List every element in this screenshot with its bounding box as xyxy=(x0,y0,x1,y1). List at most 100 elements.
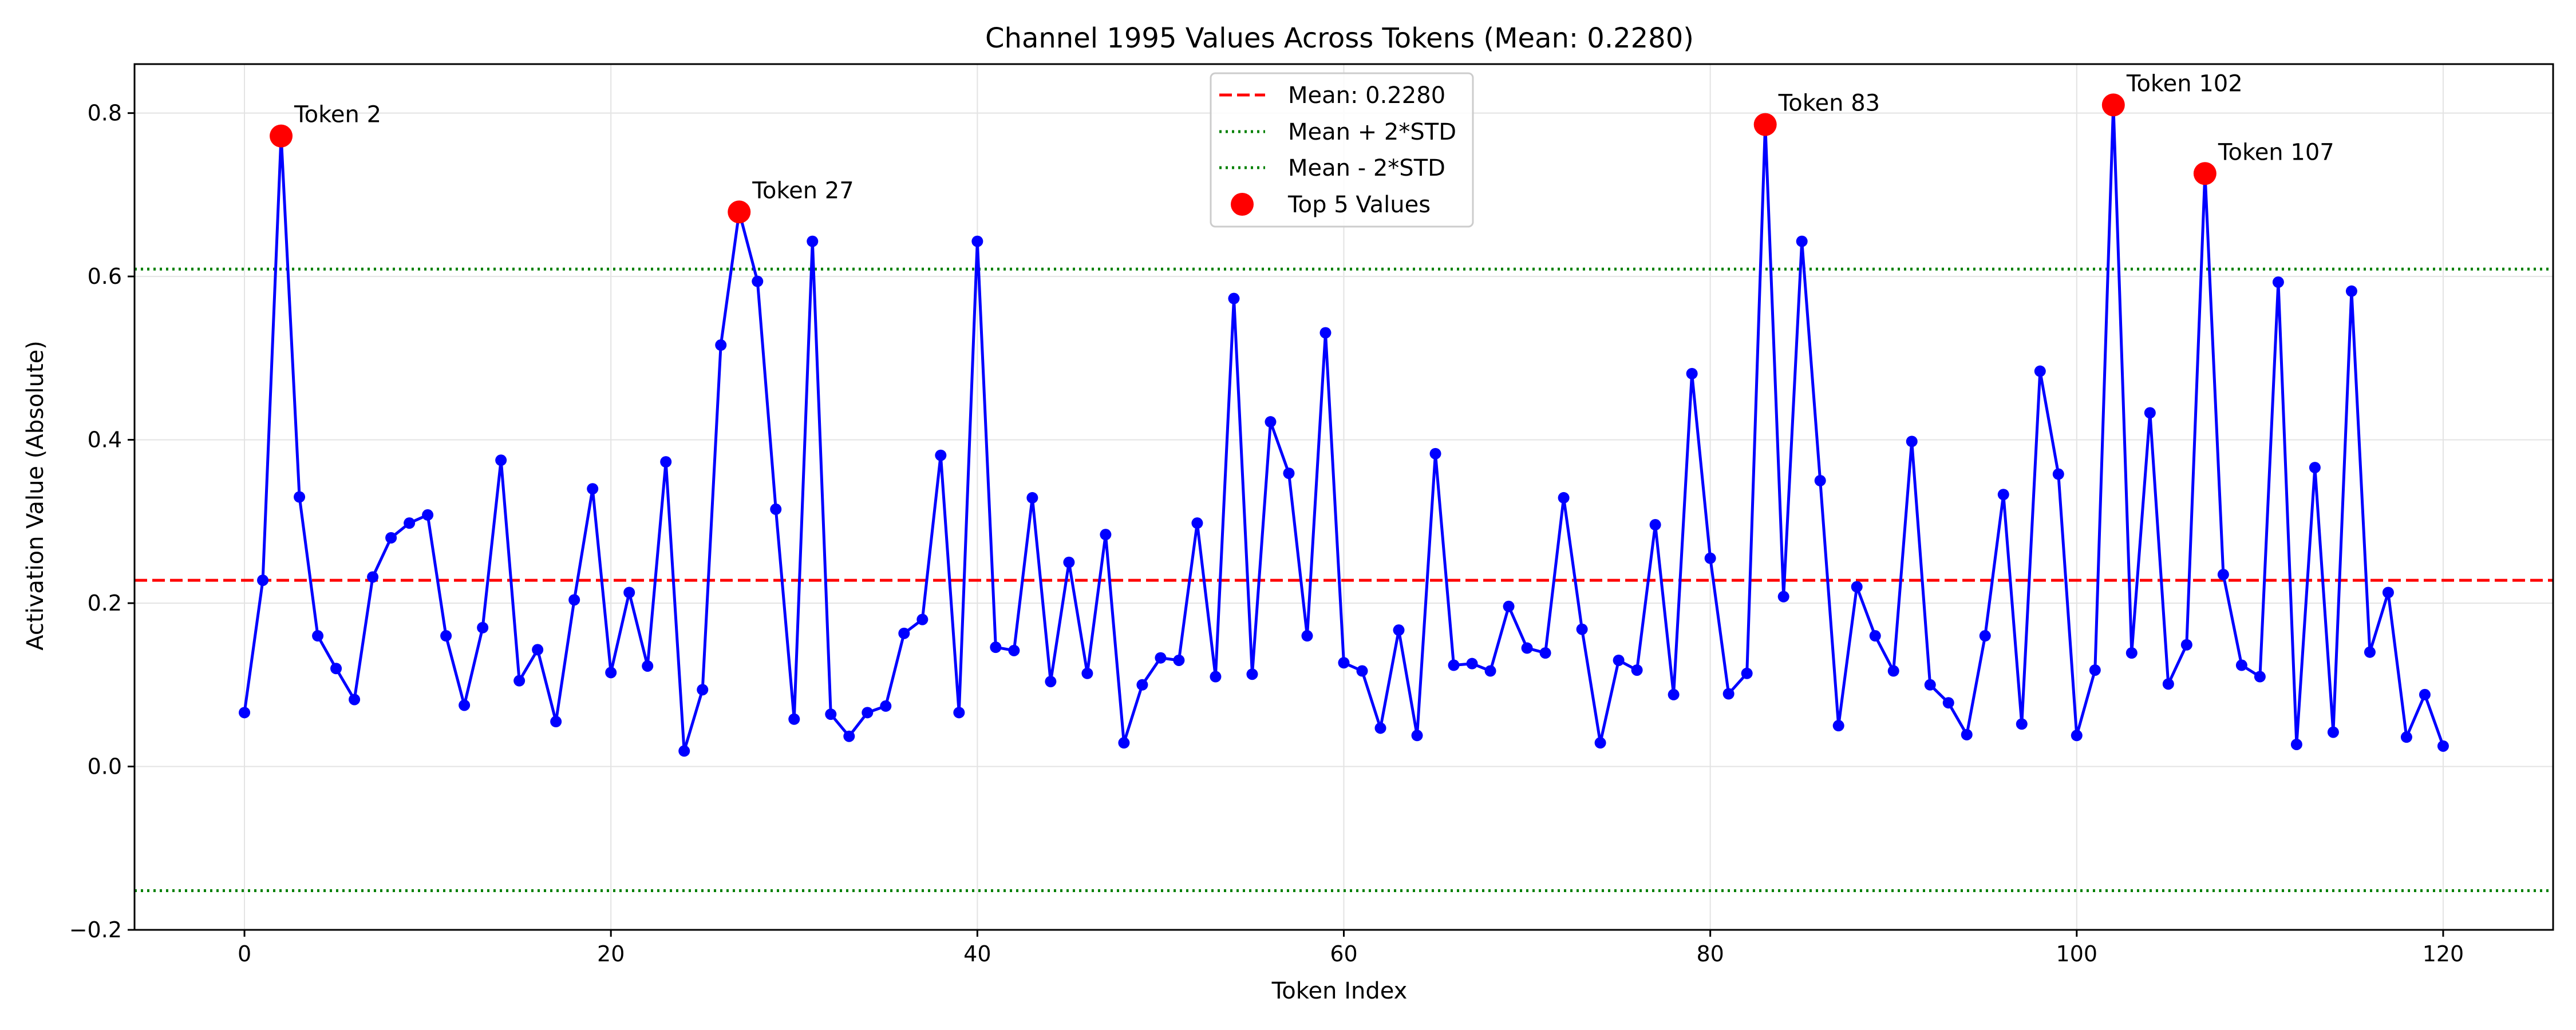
data-point xyxy=(2180,639,2192,651)
data-point xyxy=(1924,679,1936,691)
data-point xyxy=(1613,654,1625,666)
data-point xyxy=(1503,600,1515,612)
data-point xyxy=(1228,292,1240,304)
data-point xyxy=(2345,285,2357,297)
data-point xyxy=(1906,435,1918,447)
data-point xyxy=(2272,276,2284,288)
data-point xyxy=(605,667,617,679)
data-point xyxy=(1887,665,1899,677)
data-point xyxy=(532,644,544,656)
data-point xyxy=(2016,718,2028,730)
data-point xyxy=(1722,688,1735,700)
top-value-annotation: Token 2 xyxy=(294,102,381,128)
data-point xyxy=(1832,720,1844,732)
data-point xyxy=(385,532,397,544)
data-point xyxy=(788,713,800,725)
data-point xyxy=(1704,552,1716,564)
top-value-annotation: Token 107 xyxy=(2218,139,2334,165)
x-tick-label: 20 xyxy=(597,941,625,966)
data-point xyxy=(1155,652,1167,664)
data-point xyxy=(1814,474,1826,486)
data-point xyxy=(1210,671,1222,683)
top-value-marker xyxy=(728,200,751,224)
x-tick-label: 40 xyxy=(963,941,991,966)
data-point xyxy=(1997,489,2009,501)
data-point xyxy=(1246,668,1258,680)
data-point xyxy=(330,663,342,675)
data-point xyxy=(1338,657,1350,669)
data-point xyxy=(898,627,910,639)
data-point xyxy=(2364,646,2376,658)
data-point xyxy=(2125,647,2138,659)
data-point xyxy=(312,630,324,642)
top-value-marker xyxy=(2101,93,2125,117)
data-point xyxy=(404,517,416,529)
legend: Mean: 0.2280 Mean + 2*STD Mean - 2*STD Top … xyxy=(1210,72,1474,228)
data-point xyxy=(294,491,306,503)
data-point xyxy=(550,716,562,728)
x-tick-label: 60 xyxy=(1330,941,1357,966)
data-point xyxy=(953,707,965,719)
data-point xyxy=(1466,657,1478,670)
top-value-marker xyxy=(2193,162,2217,185)
data-point xyxy=(752,275,764,287)
data-point xyxy=(825,708,837,720)
data-point xyxy=(1539,647,1551,659)
data-point xyxy=(807,235,819,247)
data-point xyxy=(2034,365,2046,377)
data-point xyxy=(1741,667,1753,679)
data-point xyxy=(1374,722,1386,734)
data-point xyxy=(349,694,361,706)
data-point xyxy=(678,745,690,757)
y-tick-label: 0.8 xyxy=(88,101,122,126)
data-point xyxy=(1777,591,1789,603)
data-point xyxy=(1026,492,1038,504)
data-point xyxy=(990,641,1002,653)
data-point xyxy=(697,684,709,696)
data-point xyxy=(477,621,489,633)
data-point xyxy=(1649,519,1661,531)
data-point xyxy=(1100,529,1112,541)
data-point xyxy=(1393,624,1405,636)
data-point xyxy=(1173,654,1185,666)
legend-box xyxy=(1210,72,1474,228)
chart-title: Channel 1995 Values Across Tokens (Mean:… xyxy=(985,22,1694,54)
data-point xyxy=(2327,726,2339,738)
top-value-annotation: Token 102 xyxy=(2126,70,2243,97)
data-point xyxy=(367,571,379,583)
data-point xyxy=(660,456,672,468)
data-point xyxy=(1265,416,1277,428)
data-point xyxy=(1301,630,1313,642)
legend-entry-label: Mean + 2*STD xyxy=(1288,119,1456,145)
y-tick-label: −0.2 xyxy=(69,917,122,942)
data-point xyxy=(1136,679,1148,691)
data-point xyxy=(1319,327,1332,339)
data-point xyxy=(495,454,507,466)
data-point xyxy=(1558,492,1570,504)
data-point xyxy=(1869,630,1881,642)
data-point xyxy=(715,339,727,351)
data-point xyxy=(1851,581,1863,593)
data-point xyxy=(1008,644,1020,656)
data-point xyxy=(1118,737,1130,749)
legend-entry-label: Top 5 Values xyxy=(1287,192,1431,218)
data-point xyxy=(2144,407,2156,419)
x-tick-label: 100 xyxy=(2056,941,2098,966)
data-point xyxy=(2052,468,2064,480)
data-point xyxy=(935,449,947,461)
data-point xyxy=(1961,728,1973,740)
x-tick-label: 80 xyxy=(1696,941,1724,966)
data-point xyxy=(1576,623,1588,635)
data-point xyxy=(862,707,874,719)
data-point xyxy=(1448,659,1460,671)
data-point xyxy=(422,509,434,521)
data-point xyxy=(1521,642,1533,654)
data-point xyxy=(1796,235,1808,247)
legend-entry-label: Mean - 2*STD xyxy=(1288,155,1445,181)
data-point xyxy=(2382,587,2394,599)
data-point xyxy=(880,700,892,712)
data-point xyxy=(971,235,983,247)
data-point xyxy=(2071,730,2083,742)
data-point xyxy=(1942,697,1954,709)
